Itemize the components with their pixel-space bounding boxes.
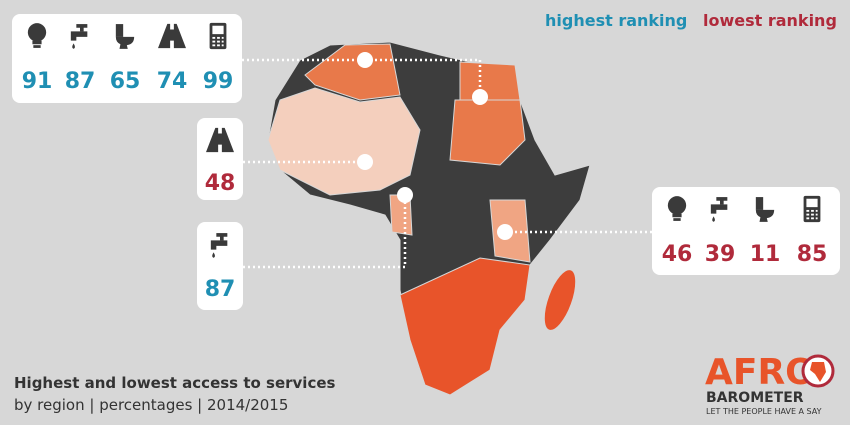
callout-central: 87	[197, 222, 243, 310]
africa-map	[267, 41, 591, 396]
value: 39	[705, 242, 736, 267]
value: 87	[65, 69, 96, 94]
logo-sub: BAROMETER	[706, 390, 804, 406]
logo-tagline: LET THE PEOPLE HAVE A SAY	[706, 407, 822, 416]
value: 48	[205, 171, 236, 196]
logo-name: AFRO	[705, 352, 816, 393]
value: 74	[157, 69, 188, 94]
callout-east: 46 39 11 85	[652, 187, 840, 275]
legend-highest: highest ranking	[545, 11, 687, 30]
value: 87	[205, 277, 236, 302]
value: 65	[110, 69, 141, 94]
legend-lowest: lowest ranking	[703, 11, 837, 30]
connectors	[242, 52, 652, 269]
value: 11	[750, 242, 781, 267]
value: 46	[662, 242, 693, 267]
value: 85	[797, 242, 828, 267]
logo: AFRO BAROMETER LET THE PEOPLE HAVE A SAY	[705, 352, 835, 416]
caption-title: Highest and lowest access to services	[14, 374, 336, 392]
value: 91	[22, 69, 53, 94]
value: 99	[203, 69, 234, 94]
caption-subtitle: by region | percentages | 2014/2015	[14, 396, 288, 414]
callout-west: 48	[197, 118, 243, 200]
callout-north: 91 87 65 74 99	[12, 14, 242, 103]
